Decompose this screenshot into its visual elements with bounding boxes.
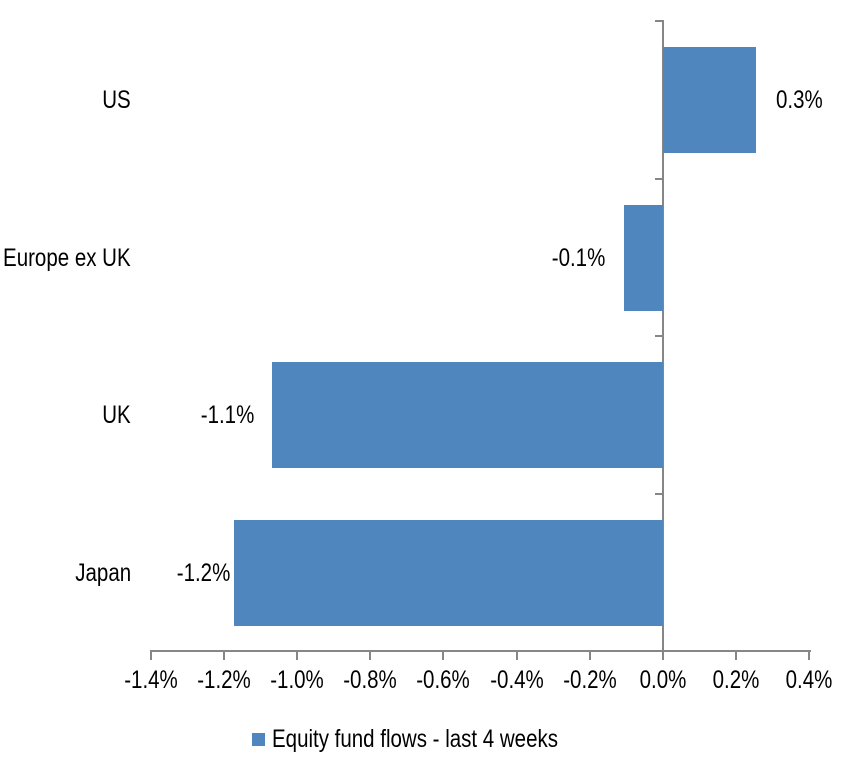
bar <box>234 519 663 626</box>
x-tick <box>296 650 298 660</box>
x-tick-label: 0.2% <box>712 666 760 694</box>
x-tick-label: -1.2% <box>197 666 251 694</box>
x-tick <box>515 650 518 660</box>
value-label: -0.1% <box>551 243 605 272</box>
y-axis-line <box>662 20 664 660</box>
x-tick <box>588 650 591 660</box>
x-tick <box>222 650 225 660</box>
x-axis-line <box>150 650 811 652</box>
x-tick <box>662 650 664 660</box>
category-label: US <box>102 85 131 114</box>
x-tick-label: -1.0% <box>270 666 324 694</box>
category-tick <box>655 493 663 496</box>
x-tick-label: -0.4% <box>489 666 544 694</box>
x-tick <box>442 650 445 660</box>
legend-label: Equity fund flows - last 4 weeks <box>271 725 558 753</box>
category-label: Europe ex UK <box>3 243 131 272</box>
x-tick-label: -0.8% <box>343 666 397 694</box>
value-label: 0.3% <box>776 85 824 114</box>
value-label: -1.2% <box>176 558 231 587</box>
category-tick <box>655 335 663 338</box>
x-tick-label: -0.2% <box>563 666 617 694</box>
x-tick <box>149 650 152 660</box>
category-tick <box>655 177 663 180</box>
x-tick-label: 0.4% <box>786 666 833 694</box>
x-tick-label: -0.6% <box>416 666 471 694</box>
x-tick <box>369 650 372 660</box>
x-tick-label: -1.4% <box>123 666 178 694</box>
bar <box>623 204 663 311</box>
legend-swatch <box>251 732 265 746</box>
category-label: Japan <box>75 558 131 587</box>
x-tick <box>808 650 811 660</box>
category-label: UK <box>102 401 131 430</box>
x-tick-label: 0.0% <box>639 666 687 694</box>
category-tick <box>655 20 663 22</box>
bar <box>272 362 663 469</box>
value-label: -1.1% <box>200 401 255 430</box>
x-tick <box>735 650 738 660</box>
bar <box>663 46 757 153</box>
legend: Equity fund flows - last 4 weeks <box>10 725 852 753</box>
